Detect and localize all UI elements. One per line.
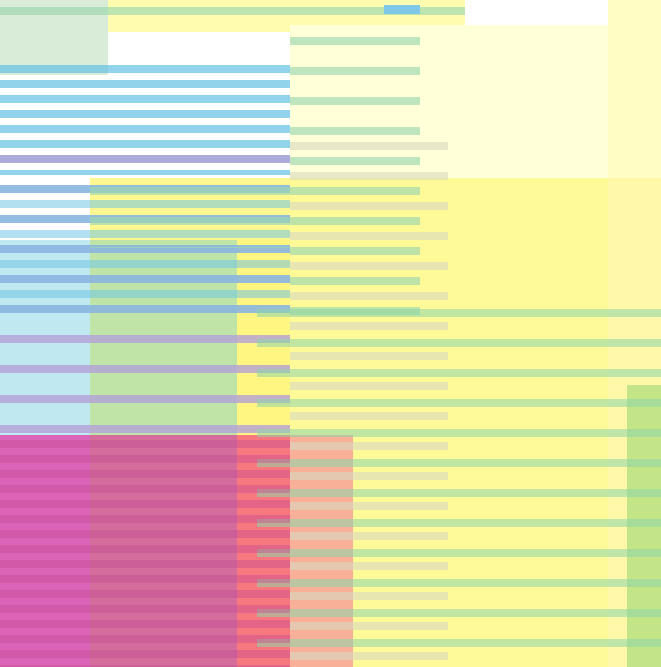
stripes-long xyxy=(257,305,661,667)
stripes-green-left xyxy=(90,178,290,248)
stripes-magenta xyxy=(0,435,290,667)
stripes-top xyxy=(0,0,465,32)
stripe-blue-tab xyxy=(384,5,420,14)
block-white xyxy=(465,0,608,25)
